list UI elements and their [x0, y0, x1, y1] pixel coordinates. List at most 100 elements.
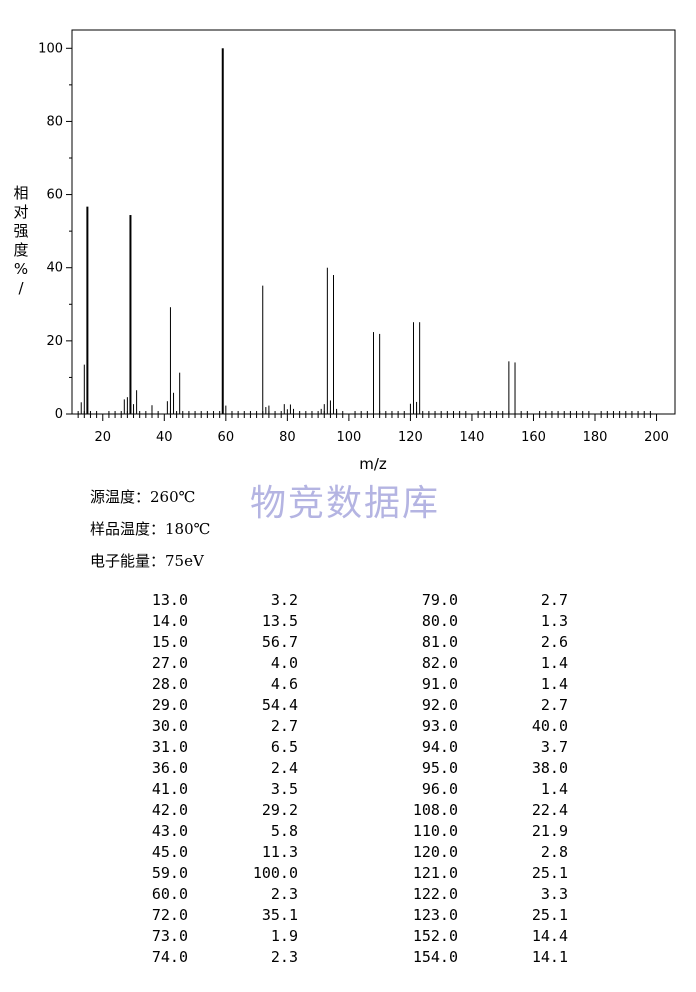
- intensity-cell: 6.5: [270, 738, 298, 756]
- peak-bar: [268, 405, 270, 414]
- table-row: 13.0 3.2 79.0 2.7: [120, 590, 580, 611]
- x-tick-label: 40: [156, 430, 173, 445]
- peak-bar: [225, 405, 227, 414]
- y-axis-label-char: 相: [13, 184, 29, 202]
- intensity-cell: 11.3: [261, 843, 298, 861]
- peak-bar: [86, 206, 89, 414]
- y-axis: 0 20 40 60 80 100: [38, 41, 72, 422]
- table-row: 72.0 35.1 123.0 25.1: [120, 905, 580, 926]
- mz-cell: 59.0: [151, 864, 188, 882]
- intensity-cell: 2.6: [540, 633, 568, 651]
- table-row: 29.0 54.4 92.0 2.7: [120, 695, 580, 716]
- intensity-cell: 21.9: [531, 822, 568, 840]
- mz-cell: 110.0: [412, 822, 458, 840]
- x-tick-label: 140: [460, 430, 485, 445]
- mz-cell: 13.0: [151, 591, 188, 609]
- intensity-cell: 25.1: [531, 864, 568, 882]
- mz-cell: 14.0: [151, 612, 188, 630]
- intensity-cell: 4.6: [270, 675, 298, 693]
- intensity-cell: 2.7: [540, 696, 568, 714]
- mz-cell: 28.0: [151, 675, 188, 693]
- peak-bars: [80, 48, 516, 415]
- table-row: 28.0 4.6 91.0 1.4: [120, 674, 580, 695]
- intensity-cell: 1.3: [540, 612, 568, 630]
- peak-table: 13.0 3.2 79.0 2.7 14.0 13.5 80.0 1.3 15.0 56.7 81.…: [120, 590, 580, 968]
- peak-bar: [336, 408, 338, 414]
- mz-cell: 60.0: [151, 885, 188, 903]
- x-tick-label: 120: [398, 430, 423, 445]
- intensity-cell: 2.3: [270, 948, 298, 966]
- intensity-cell: 2.7: [270, 717, 298, 735]
- mz-cell: 123.0: [412, 906, 458, 924]
- intensity-cell: 2.8: [540, 843, 568, 861]
- peak-bar: [80, 402, 82, 414]
- x-tick-label: 20: [94, 430, 111, 445]
- peak-bar: [265, 407, 267, 414]
- table-row: 59.0 100.0 121.0 25.1: [120, 863, 580, 884]
- y-tick-label: 0: [55, 407, 63, 422]
- x-tick-label: 100: [336, 430, 361, 445]
- intensity-cell: 14.1: [531, 948, 568, 966]
- peak-bar: [83, 364, 85, 414]
- peak-bar: [133, 404, 135, 414]
- electron-energy: 电子能量：75eV: [90, 552, 204, 570]
- mz-cell: 82.0: [421, 654, 458, 672]
- mz-cell: 120.0: [412, 843, 458, 861]
- mz-cell: 108.0: [412, 801, 458, 819]
- x-tick-label: 160: [521, 430, 546, 445]
- mz-cell: 42.0: [151, 801, 188, 819]
- peak-bar: [286, 409, 288, 414]
- intensity-cell: 14.4: [531, 927, 568, 945]
- intensity-cell: 1.9: [270, 927, 298, 945]
- mz-cell: 154.0: [412, 948, 458, 966]
- peak-bar: [136, 390, 138, 414]
- table-row: 27.0 4.0 82.0 1.4: [120, 653, 580, 674]
- intensity-cell: 4.0: [270, 654, 298, 672]
- peak-bar: [173, 392, 175, 414]
- x-axis-label: m/z: [359, 455, 387, 473]
- y-axis-label-char: 强: [13, 222, 29, 240]
- y-axis-label-char: %: [13, 260, 29, 278]
- table-row: 30.0 2.7 93.0 40.0: [120, 716, 580, 737]
- intensity-cell: 100.0: [252, 864, 298, 882]
- y-axis-label-char: 度: [13, 241, 29, 259]
- mz-cell: 15.0: [151, 633, 188, 651]
- peak-bar: [508, 361, 510, 414]
- peak-bar: [289, 404, 291, 414]
- mz-cell: 93.0: [421, 717, 458, 735]
- intensity-cell: 5.8: [270, 822, 298, 840]
- watermark: 物竞数据库: [250, 483, 441, 524]
- table-row: 15.0 56.7 81.0 2.6: [120, 632, 580, 653]
- table-row: 36.0 2.4 95.0 38.0: [120, 758, 580, 779]
- mz-cell: 74.0: [151, 948, 188, 966]
- intensity-cell: 38.0: [531, 759, 568, 777]
- x-tick-label: 60: [218, 430, 235, 445]
- mz-cell: 81.0: [421, 633, 458, 651]
- intensity-cell: 25.1: [531, 906, 568, 924]
- peak-bar: [412, 322, 414, 414]
- mz-cell: 79.0: [421, 591, 458, 609]
- peak-bar: [129, 215, 132, 414]
- mz-cell: 94.0: [421, 738, 458, 756]
- mz-cell: 91.0: [421, 675, 458, 693]
- x-tick-label: 200: [644, 430, 669, 445]
- intensity-cell: 3.3: [540, 885, 568, 903]
- mz-cell: 27.0: [151, 654, 188, 672]
- peak-bar: [326, 267, 328, 414]
- peak-bar: [514, 362, 516, 414]
- mz-cell: 31.0: [151, 738, 188, 756]
- table-row: 73.0 1.9 152.0 14.4: [120, 926, 580, 947]
- y-axis-label: 相 对 强 度 % /: [11, 184, 31, 298]
- mz-cell: 80.0: [421, 612, 458, 630]
- mz-cell: 92.0: [421, 696, 458, 714]
- mz-cell: 43.0: [151, 822, 188, 840]
- peak-bar: [221, 48, 224, 415]
- y-tick-label: 60: [46, 188, 63, 203]
- peak-bar: [166, 401, 168, 414]
- y-axis-label-char: /: [18, 279, 24, 297]
- peak-bar: [123, 399, 125, 414]
- mz-cell: 96.0: [421, 780, 458, 798]
- mz-cell: 95.0: [421, 759, 458, 777]
- intensity-cell: 2.7: [540, 591, 568, 609]
- x-tick-label: 180: [583, 430, 608, 445]
